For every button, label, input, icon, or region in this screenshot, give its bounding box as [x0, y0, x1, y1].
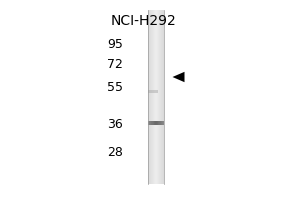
- Bar: [149, 10, 150, 184]
- Bar: [150, 10, 151, 184]
- Bar: [151, 121, 152, 125]
- Bar: [159, 10, 160, 184]
- Bar: [154, 121, 155, 125]
- Bar: [156, 121, 157, 125]
- Bar: [158, 10, 159, 184]
- Bar: [160, 10, 161, 184]
- Bar: [148, 90, 158, 93]
- Bar: [160, 121, 161, 125]
- Bar: [149, 121, 150, 125]
- Bar: [159, 121, 160, 125]
- Bar: [162, 121, 163, 125]
- Bar: [153, 10, 154, 184]
- Bar: [154, 10, 155, 184]
- Bar: [160, 121, 161, 125]
- Text: 55: 55: [107, 81, 123, 94]
- Bar: [155, 121, 156, 125]
- Bar: [162, 10, 163, 184]
- Bar: [157, 121, 158, 125]
- Polygon shape: [172, 72, 184, 82]
- Bar: [148, 10, 149, 184]
- Bar: [152, 10, 153, 184]
- Bar: [152, 121, 153, 125]
- Bar: [163, 10, 164, 184]
- Text: 28: 28: [107, 146, 123, 158]
- Bar: [160, 10, 161, 184]
- Text: 72: 72: [107, 58, 123, 71]
- Text: NCI-H292: NCI-H292: [111, 14, 177, 28]
- Bar: [163, 121, 164, 125]
- Bar: [151, 10, 152, 184]
- Text: 36: 36: [107, 117, 123, 130]
- Bar: [148, 121, 149, 125]
- Bar: [156, 10, 157, 184]
- Bar: [155, 10, 156, 184]
- Bar: [153, 121, 154, 125]
- Text: 95: 95: [107, 38, 123, 50]
- Bar: [150, 121, 151, 125]
- Bar: [161, 10, 162, 184]
- Bar: [158, 121, 159, 125]
- Bar: [157, 10, 158, 184]
- Bar: [161, 121, 162, 125]
